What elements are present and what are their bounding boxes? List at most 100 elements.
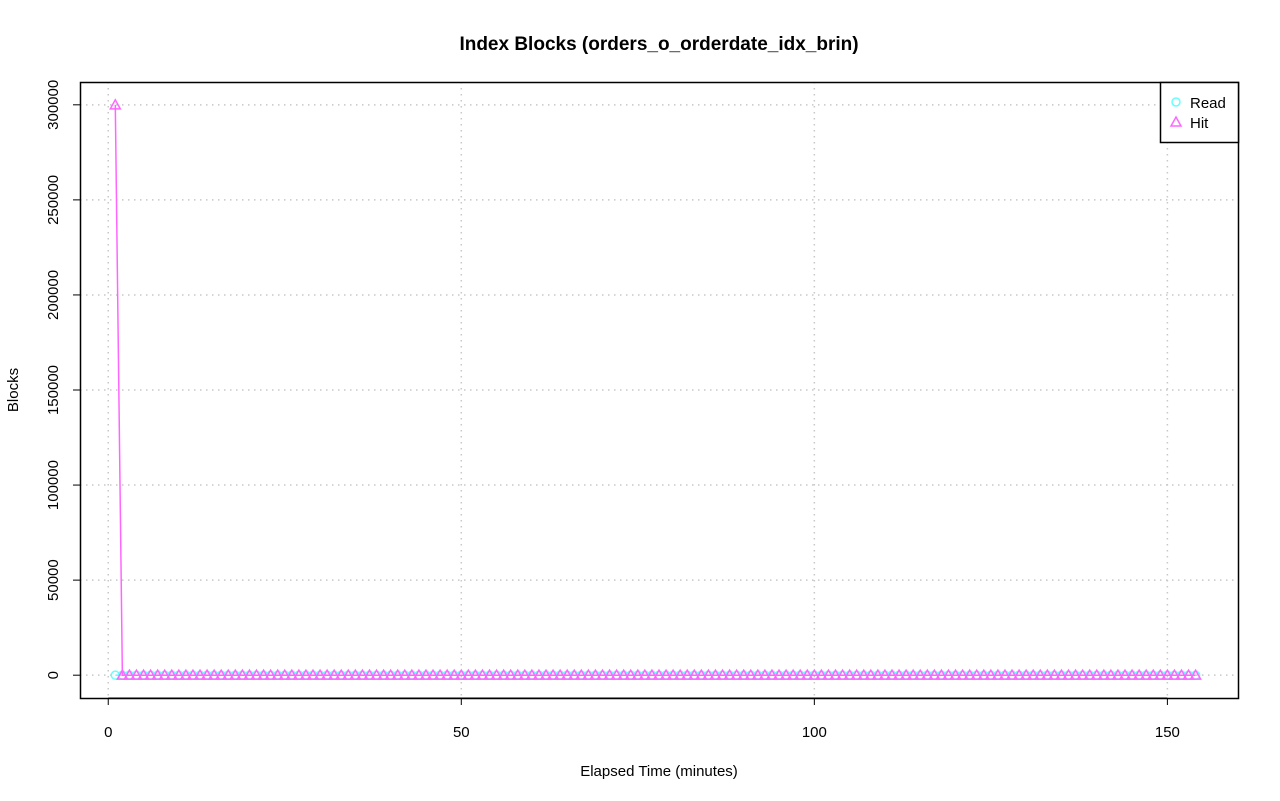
series-hit-point-51 (469, 668, 482, 680)
series-hit-point-135 (1062, 668, 1075, 680)
series-hit-point-138 (1083, 668, 1096, 680)
grid (80, 82, 1238, 698)
series-hit-point-14 (207, 668, 221, 680)
series-hit-point-71 (610, 668, 623, 680)
series-hit-point-145 (1132, 668, 1146, 680)
series-hit-point-107 (864, 668, 878, 680)
series-hit-point-132 (1041, 668, 1054, 680)
series-hit-point-53 (483, 668, 496, 680)
series-hit-point-72 (617, 668, 630, 680)
series-hit-point-41 (398, 668, 412, 680)
series-hit-point-102 (829, 668, 842, 680)
series-hit-point-9 (172, 668, 186, 680)
series-hit-point-144 (1125, 668, 1139, 680)
series-hit-point-94 (772, 668, 786, 680)
series-hit-point-137 (1076, 668, 1089, 680)
series-hit-point-43 (412, 668, 426, 680)
series-hit-point-148 (1154, 668, 1167, 680)
series-hit-point-98 (801, 668, 814, 680)
series-hit-point-67 (582, 668, 595, 680)
legend-hit-label: Hit (1190, 115, 1209, 132)
series-hit-point-8 (165, 668, 179, 680)
series-hit-point-5 (144, 668, 157, 680)
series-hit-point-81 (680, 668, 694, 680)
series-lines (114, 104, 1196, 676)
series-hit-point-59 (525, 668, 539, 680)
series-hit-point-109 (878, 668, 892, 680)
series-hit-point-117 (935, 668, 948, 680)
series-hit-point-121 (963, 668, 976, 680)
series-hit-point-150 (1168, 668, 1181, 680)
series-hit-point-6 (151, 668, 164, 680)
series-hit-point-105 (850, 668, 863, 680)
series-hit-point-79 (666, 668, 680, 680)
series-hit-point-106 (857, 668, 871, 680)
series-hit-point-38 (377, 668, 390, 680)
series-hit-point-50 (462, 668, 475, 680)
series-hit-point-122 (970, 668, 984, 680)
series-hit-point-20 (250, 668, 263, 680)
legend-read-label: Read (1190, 95, 1226, 112)
legend-read-marker (1171, 97, 1181, 107)
series-hit-point-85 (709, 668, 722, 680)
series-hit-point-10 (179, 668, 193, 680)
series-hit-point-13 (200, 668, 214, 680)
series-hit-point-129 (1019, 668, 1033, 680)
series-hit-point-76 (645, 668, 659, 680)
y-tick-label-2: 100000 (45, 460, 62, 510)
series-hit-point-103 (836, 668, 849, 680)
series-hit-point-111 (892, 668, 906, 680)
series-hit-point-142 (1111, 668, 1125, 680)
series-hit-point-153 (1189, 668, 1202, 680)
series-hit-point-58 (518, 668, 532, 680)
series-hit-point-146 (1139, 668, 1153, 680)
series-hit-point-127 (1005, 668, 1019, 680)
series-hit-point-86 (716, 668, 729, 680)
series-hit-point-97 (793, 668, 807, 680)
series-hit-point-95 (779, 668, 793, 680)
series-hit-point-115 (921, 668, 934, 680)
series-hit-point-34 (349, 668, 362, 680)
series-hit-point-83 (695, 668, 708, 680)
series-hit-point-152 (1182, 668, 1195, 680)
series-hit-point-27 (299, 668, 313, 680)
y-tick-label-4: 200000 (45, 270, 62, 320)
series-hit-point-68 (589, 668, 602, 680)
series-hit-point-56 (504, 668, 517, 680)
x-tick-label-1: 50 (453, 724, 470, 741)
series-hit-point-12 (193, 668, 207, 680)
series-hit-point-46 (433, 668, 447, 680)
series-hit-point-30 (320, 668, 334, 680)
series-hit-point-26 (292, 668, 306, 680)
x-tick-label-3: 150 (1155, 724, 1180, 741)
y-tick-label-5: 250000 (45, 175, 62, 225)
series-hit-point-125 (991, 668, 1005, 680)
x-tick-label-2: 100 (802, 724, 827, 741)
series-hit-point-124 (984, 668, 998, 680)
series-hit-point-11 (186, 668, 200, 680)
series-hit-point-18 (236, 668, 249, 680)
series-hit-point-63 (553, 668, 567, 680)
series-hit-point-62 (546, 668, 560, 680)
series-hit-point-52 (476, 668, 489, 680)
series-hit-point-33 (342, 668, 355, 680)
series-hit-point-47 (440, 668, 454, 680)
series-hit-point-120 (956, 668, 969, 680)
series-line-hit (114, 104, 1196, 676)
series-hit-point-69 (596, 668, 609, 680)
legend-box (1159, 81, 1240, 144)
y-tick-label-1: 50000 (45, 559, 62, 601)
series-hit-point-29 (313, 668, 327, 680)
series-hit-point-108 (871, 668, 885, 680)
series-hit-point-96 (786, 668, 800, 680)
series-hit-point-32 (334, 668, 348, 680)
series-hit-point-57 (511, 668, 525, 680)
series-hit-point-130 (1026, 668, 1040, 680)
legend-hit-marker (1169, 115, 1183, 127)
chart-title: Index Blocks (orders_o_orderdate_idx_bri… (459, 34, 858, 55)
series-hit-point-78 (659, 668, 673, 680)
series-hit-point-99 (808, 668, 821, 680)
series-hit-point-39 (384, 668, 397, 680)
series-hit-point-119 (949, 668, 962, 680)
